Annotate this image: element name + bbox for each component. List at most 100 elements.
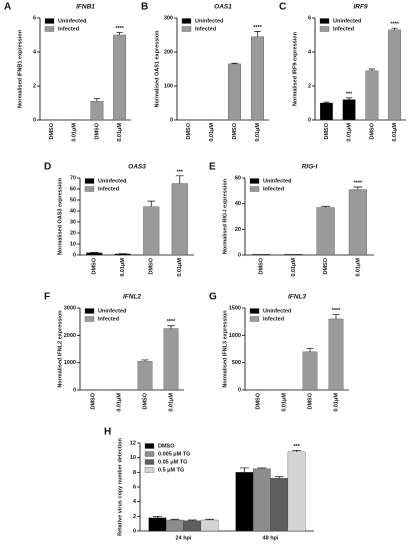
bar: [200, 519, 219, 532]
y-tick-label: 100: [164, 83, 173, 89]
legend-swatch: [44, 26, 55, 32]
legend-swatch: [84, 308, 95, 314]
y-tick-label: 6: [133, 484, 136, 490]
legend-swatch: [181, 18, 192, 24]
y-axis-label: Normalised IFNL2 expression: [57, 310, 63, 388]
legend-label: 0.05 μM TG: [158, 459, 187, 465]
y-tick-label: 20: [235, 227, 241, 233]
y-tick-label: 0: [238, 387, 241, 393]
x-tick-label: 0.01μM: [177, 258, 183, 277]
error-bar: [147, 200, 156, 207]
y-tick-label: 0: [238, 252, 241, 258]
legend-label: 0.005 μM TG: [158, 451, 190, 457]
panel-title: IFNL3: [288, 294, 306, 301]
x-tick-label: 0.01μM: [355, 258, 361, 277]
error-bar: [292, 449, 301, 452]
error-bar: [257, 467, 267, 469]
y-axis-label: Normalised RIG-I expression: [222, 178, 228, 254]
error-bar: [167, 325, 175, 329]
panel-title: OAS1: [214, 4, 232, 11]
panel-title: IFNL2: [123, 294, 141, 301]
error-bar: [231, 62, 238, 64]
y-tick-label: 30: [70, 219, 76, 225]
bar: [90, 101, 104, 121]
bar: [316, 207, 335, 256]
error-bar: [345, 97, 353, 100]
bar: [114, 253, 131, 256]
error-bar: [116, 32, 123, 35]
significance: ***: [346, 91, 353, 97]
y-axis-label: Relative virus copy number detection: [117, 437, 123, 535]
y-tick-label: 0: [308, 117, 311, 123]
bar: [287, 451, 306, 532]
bar: [365, 70, 379, 121]
bar: [228, 63, 241, 121]
legend-swatch: [84, 186, 95, 192]
legend-label: Infected: [333, 26, 354, 32]
y-tick-label: 6: [33, 15, 36, 21]
x-tick-label: DMSO: [49, 122, 55, 139]
y-tick-label: 2000: [64, 333, 76, 339]
significance: ****: [390, 22, 399, 28]
significance: ****: [167, 319, 176, 325]
y-tick-label: 2: [33, 83, 36, 89]
y-tick-label: 40: [70, 208, 76, 214]
y-tick-label: 500: [232, 360, 241, 366]
bar: [252, 468, 271, 532]
y-tick-label: 0: [133, 528, 136, 534]
legend-label: Uninfected: [58, 18, 86, 24]
error-bar: [153, 515, 162, 518]
x-tick-label: 0.01μM: [347, 123, 353, 142]
x-tick-label: 24 hpi: [176, 535, 192, 541]
legend-swatch: [144, 459, 155, 465]
error-bar: [93, 98, 101, 102]
y-tick-label: 1500: [229, 305, 241, 311]
x-tick-label: DMSO: [142, 392, 148, 409]
x-tick-label: DMSO: [186, 122, 192, 139]
y-tick-label: 12: [130, 440, 136, 446]
legend-swatch: [181, 26, 192, 32]
panel-title: OAS3: [128, 164, 146, 171]
legend-swatch: [249, 178, 260, 184]
y-tick-label: 4: [33, 49, 37, 55]
error-bar: [170, 518, 180, 520]
significance: ***: [177, 169, 184, 175]
x-tick-label: 0.01μM: [255, 123, 261, 142]
x-tick-label: 0.01μM: [117, 123, 123, 142]
y-tick-label: 2: [133, 514, 136, 520]
legend-label: 0.5 μM TG: [158, 467, 184, 473]
y-tick-label: 0: [73, 252, 76, 258]
panel-label: G: [209, 292, 217, 303]
legend-label: Infected: [195, 26, 216, 32]
x-tick-label: 0.01μM: [291, 258, 297, 277]
x-tick-label: 0.01μM: [72, 123, 78, 142]
x-tick-label: 0.01μM: [209, 123, 215, 142]
x-tick-label: DMSO: [149, 257, 155, 274]
y-tick-label: 4: [308, 49, 312, 55]
y-axis-label: Normalised IRF9 expression: [292, 31, 298, 106]
y-tick-label: 2: [308, 83, 311, 89]
y-tick-label: 70: [70, 175, 76, 181]
bar: [319, 102, 333, 121]
x-tick-label: DMSO: [323, 257, 329, 274]
x-tick-label: DMSO: [324, 122, 330, 139]
error-bar: [391, 27, 398, 30]
bar: [342, 99, 356, 121]
legend-label: Infected: [98, 186, 119, 192]
significance: ****: [253, 25, 262, 31]
legend-label: Uninfected: [195, 18, 223, 24]
bar: [328, 318, 344, 391]
bar: [113, 34, 127, 121]
panel-label: A: [4, 2, 11, 13]
legend-label: Uninfected: [263, 308, 291, 314]
bar: [302, 351, 318, 391]
significance: ****: [115, 26, 124, 32]
panel-label: H: [104, 427, 111, 438]
bar: [388, 29, 402, 121]
y-axis-label: Normalised IFNL3 expression: [222, 310, 228, 388]
legend-swatch: [84, 316, 95, 322]
x-tick-label: 48 hpi: [263, 535, 279, 541]
significance: ****: [354, 180, 363, 186]
x-tick-label: DMSO: [94, 122, 100, 139]
